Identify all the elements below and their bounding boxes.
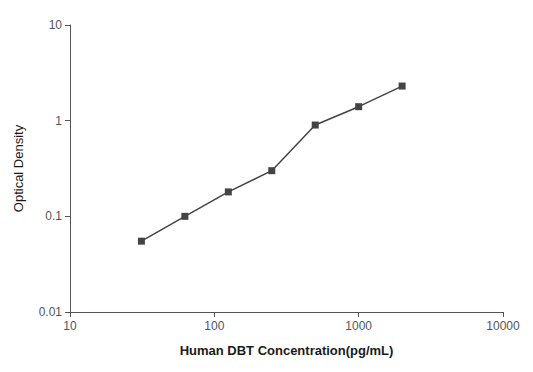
svg-text:1000: 1000: [345, 319, 372, 333]
svg-text:0.01: 0.01: [39, 305, 63, 319]
svg-text:100: 100: [204, 319, 224, 333]
svg-text:10: 10: [49, 18, 63, 32]
svg-text:Human DBT Concentration(pg/mL): Human DBT Concentration(pg/mL): [180, 343, 394, 358]
svg-text:10000: 10000: [486, 319, 520, 333]
svg-text:0.1: 0.1: [45, 209, 62, 223]
svg-text:1: 1: [55, 114, 62, 128]
svg-text:10: 10: [63, 319, 77, 333]
svg-text:Optical Density: Optical Density: [11, 124, 26, 212]
